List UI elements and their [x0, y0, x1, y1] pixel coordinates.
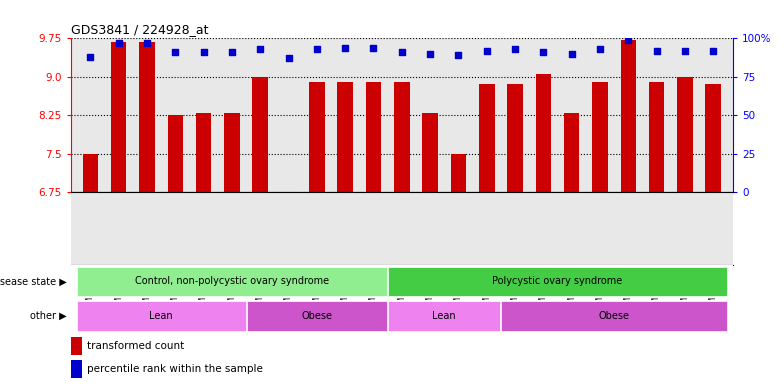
Bar: [502, 301, 727, 331]
Text: percentile rank within the sample: percentile rank within the sample: [87, 364, 263, 374]
Bar: [111, 42, 126, 192]
Bar: [247, 301, 387, 331]
Bar: [535, 74, 551, 192]
Bar: [620, 40, 636, 192]
Text: Lean: Lean: [149, 311, 173, 321]
Bar: [281, 192, 296, 197]
Bar: [677, 77, 693, 192]
Bar: [224, 113, 240, 192]
Bar: [168, 115, 183, 192]
Bar: [706, 84, 721, 192]
Point: [622, 37, 634, 43]
Bar: [140, 42, 154, 192]
Text: Obese: Obese: [301, 311, 332, 321]
Point: [198, 49, 210, 55]
Point: [254, 46, 267, 52]
Text: Control, non-polycystic ovary syndrome: Control, non-polycystic ovary syndrome: [135, 276, 329, 286]
Bar: [592, 82, 608, 192]
Bar: [365, 82, 381, 192]
Point: [424, 51, 437, 57]
Point: [310, 46, 323, 52]
Bar: [337, 82, 353, 192]
Point: [339, 45, 351, 51]
Text: Polycystic ovary syndrome: Polycystic ovary syndrome: [492, 276, 622, 286]
Bar: [309, 82, 325, 192]
Bar: [507, 84, 523, 192]
Text: GDS3841 / 224928_at: GDS3841 / 224928_at: [71, 23, 208, 36]
Point: [650, 48, 662, 54]
Bar: [479, 84, 495, 192]
Bar: [77, 266, 387, 296]
Point: [112, 40, 125, 46]
Bar: [82, 154, 98, 192]
Text: disease state ▶: disease state ▶: [0, 276, 67, 286]
Point: [396, 49, 408, 55]
Bar: [394, 82, 409, 192]
Bar: [451, 154, 466, 192]
Bar: [423, 113, 438, 192]
Text: Obese: Obese: [599, 311, 630, 321]
Bar: [71, 360, 82, 378]
Bar: [388, 266, 727, 296]
Bar: [71, 337, 82, 355]
Bar: [564, 113, 579, 192]
Text: other ▶: other ▶: [30, 311, 67, 321]
Point: [481, 48, 493, 54]
Bar: [388, 301, 500, 331]
Point: [84, 54, 96, 60]
Bar: [196, 113, 212, 192]
Point: [537, 49, 550, 55]
Point: [282, 55, 295, 61]
Point: [565, 51, 578, 57]
Bar: [252, 77, 268, 192]
Point: [452, 52, 465, 58]
Point: [226, 49, 238, 55]
Text: Lean: Lean: [433, 311, 456, 321]
Point: [140, 40, 153, 46]
Point: [509, 46, 521, 52]
Point: [707, 48, 720, 54]
Point: [679, 48, 691, 54]
Bar: [77, 301, 245, 331]
Point: [169, 49, 182, 55]
Text: transformed count: transformed count: [87, 341, 184, 351]
Bar: [649, 82, 664, 192]
Point: [367, 45, 379, 51]
Point: [593, 46, 606, 52]
